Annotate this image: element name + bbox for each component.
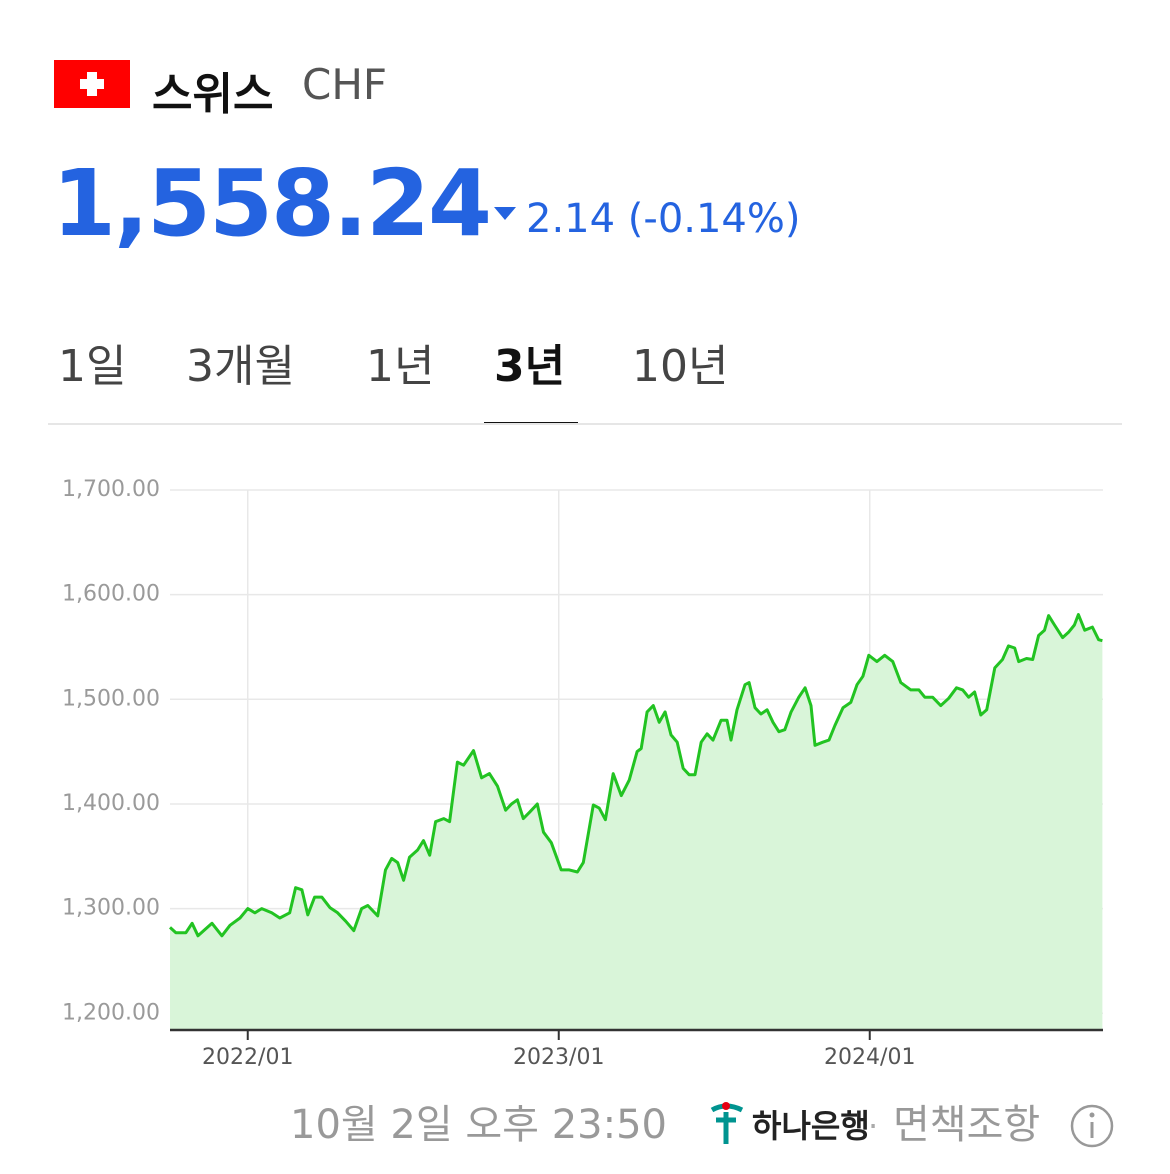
period-tab[interactable]: 1년 — [366, 341, 435, 392]
country-name: 스위스 — [152, 69, 274, 120]
flag-icon — [54, 60, 130, 108]
bank-name: 하나은행 — [752, 1107, 870, 1145]
y-tick-label: 1,500.00 — [62, 686, 160, 711]
period-tab[interactable]: 1일 — [58, 341, 127, 392]
y-tick-label: 1,600.00 — [62, 582, 160, 607]
line — [168, 613, 1103, 938]
footer: 10월 2일 오후 23:50 하나은행 · 면책조항 — [290, 1102, 1114, 1148]
x-tick-label: 2023/01 — [513, 1045, 604, 1070]
x-tick-label: 2024/01 — [824, 1045, 915, 1070]
bank-logo — [710, 1102, 744, 1144]
separator: · — [868, 1107, 878, 1145]
period-tab[interactable]: 10년 — [632, 341, 729, 392]
currency-code: CHF — [302, 60, 388, 109]
y-tick-label: 1,200.00 — [62, 1000, 160, 1025]
timestamp: 10월 2일 오후 23:50 — [290, 1102, 667, 1148]
x-tick-label: 2022/01 — [202, 1045, 293, 1070]
period-tab[interactable]: 3년 — [494, 341, 566, 392]
down-arrow — [494, 207, 516, 220]
y-tick-label: 1,300.00 — [62, 896, 160, 921]
y-tick-label: 1,400.00 — [62, 791, 160, 816]
price-change: 2.14 (-0.14%) — [526, 196, 801, 242]
divider — [48, 423, 1122, 425]
y-tick-label: 1,700.00 — [62, 477, 160, 502]
area — [170, 614, 1103, 1030]
info-icon[interactable] — [1070, 1104, 1114, 1148]
price: 1,558.24 — [52, 150, 492, 257]
disclaimer-link[interactable]: 면책조항 — [893, 1102, 1040, 1148]
period-tab[interactable]: 3개월 — [186, 341, 295, 392]
